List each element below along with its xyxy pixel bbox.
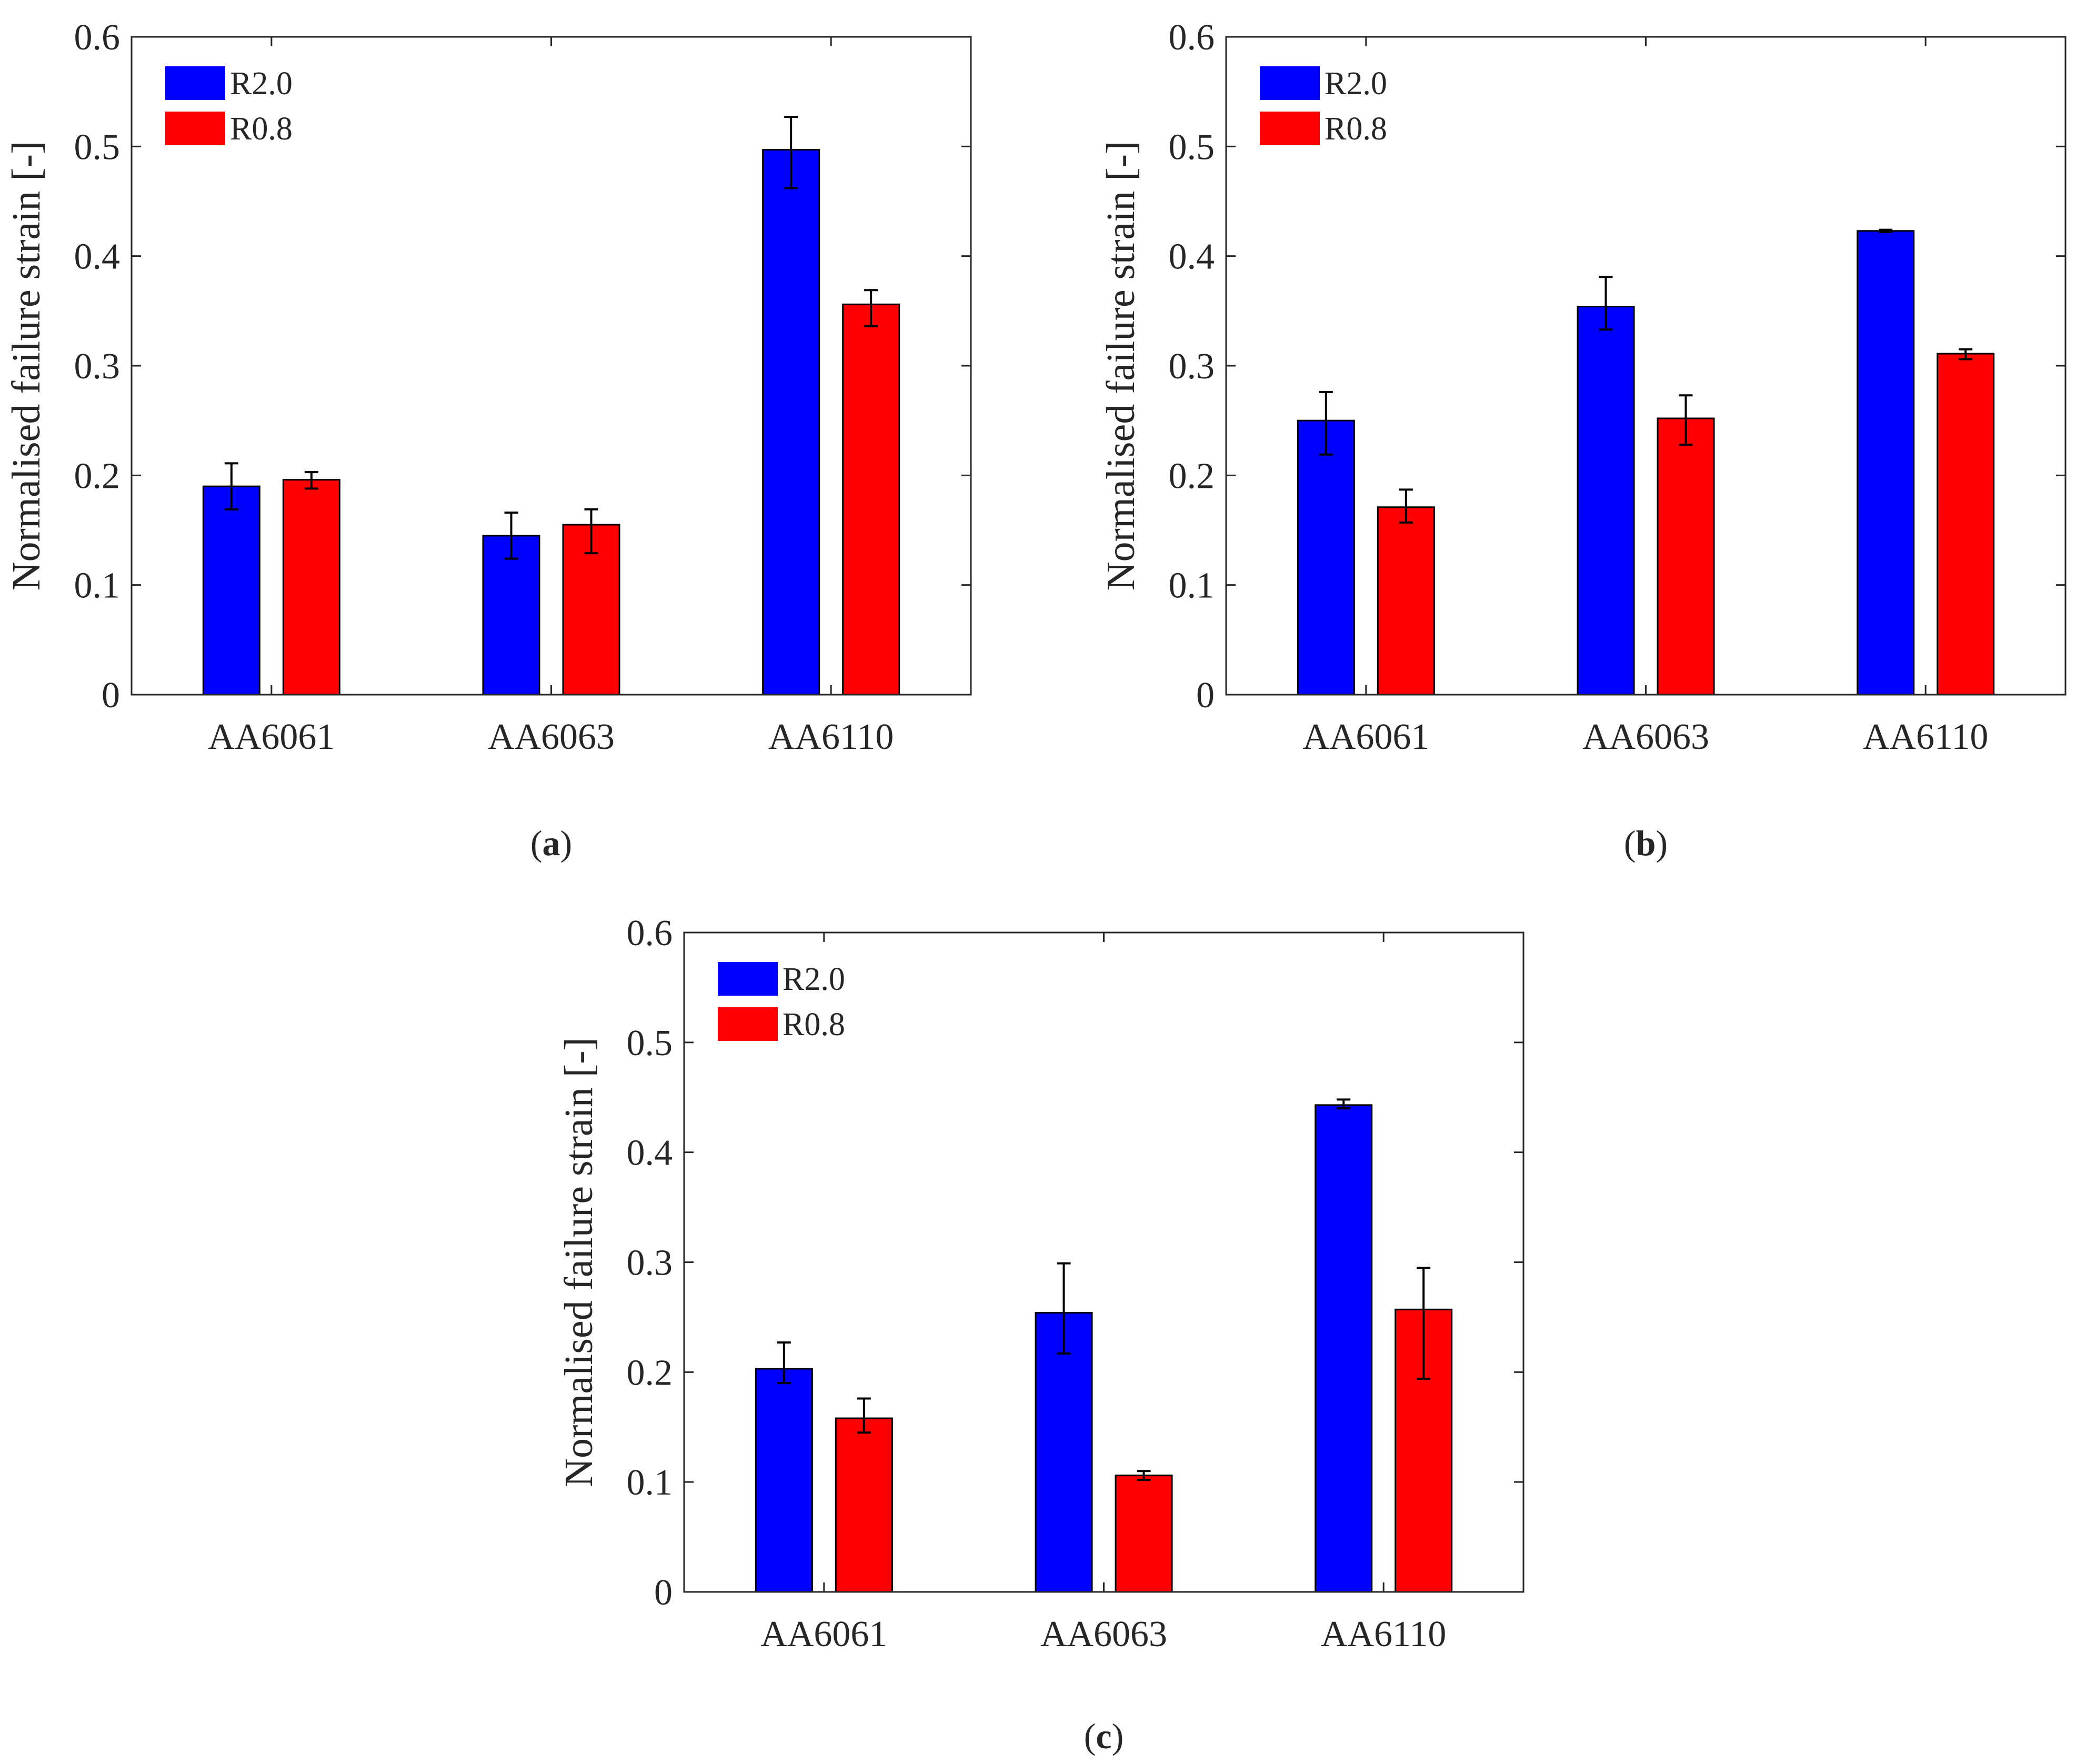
bar-R08-AA6110: [1937, 353, 1995, 696]
bar-R20-AA6063: [1577, 306, 1635, 696]
bar-R20-AA6063: [1035, 1312, 1093, 1593]
bar-R08-AA6063: [1657, 417, 1715, 696]
error-bar-R08-AA6061: [857, 1397, 871, 1434]
y-tick-label: 0.6: [74, 17, 121, 58]
y-tick-label: 0: [654, 1572, 673, 1613]
y-tick-label: 0.6: [1169, 17, 1215, 58]
error-bar-R20-AA6063: [1599, 276, 1613, 331]
legend-swatch-R20: [165, 66, 225, 100]
y-tick-label: 0.1: [1169, 566, 1215, 606]
x-category-label: AA6110: [1321, 1614, 1447, 1655]
y-tick-label: 0.3: [627, 1243, 673, 1284]
x-category-label: AA6063: [488, 717, 615, 757]
chart-panel-a: 0 0.1 0.2 0.3 0.4 0.5 0.6 AA6061 AA6063 AA6110 Nor…: [4, 17, 972, 863]
error-bar-R20-AA6061: [1319, 391, 1333, 456]
panel-caption: (b): [1624, 823, 1668, 863]
legend: R2.0 R0.8: [718, 961, 845, 1043]
error-bar-R08-AA6063: [1137, 1470, 1151, 1481]
bar-R20-AA6061: [202, 485, 260, 696]
panel-caption: (c): [1084, 1716, 1124, 1756]
y-tick-label: 0.6: [627, 913, 673, 954]
x-category-label: AA6063: [1040, 1614, 1167, 1655]
x-category-label: AA6063: [1582, 717, 1709, 757]
error-bar-R08-AA6063: [1679, 394, 1693, 446]
bar-R20-AA6061: [755, 1368, 813, 1593]
error-bar-R08-AA6110: [864, 289, 878, 327]
bar-R20-AA6110: [1315, 1104, 1373, 1593]
bar-R20-AA6061: [1297, 419, 1355, 696]
bar-R08-AA6061: [835, 1417, 893, 1593]
legend-swatch-R20: [1260, 66, 1320, 100]
legend-label-R08: R0.8: [783, 1007, 845, 1043]
legend: R2.0 R0.8: [165, 66, 293, 147]
y-tick-label: 0.2: [627, 1352, 673, 1393]
error-bar-R08-AA6110: [1417, 1266, 1431, 1380]
y-tick-label: 0.5: [74, 127, 121, 167]
bar-R08-AA6061: [282, 479, 340, 696]
chart-panel-c: 0 0.1 0.2 0.3 0.4 0.5 0.6 AA6061 AA6063 AA6110 Nor…: [557, 913, 1525, 1756]
legend-label-R08: R0.8: [230, 111, 293, 147]
x-category-label: AA6061: [760, 1614, 887, 1655]
x-category-label: AA6061: [208, 717, 335, 757]
legend: R2.0 R0.8: [1260, 66, 1387, 147]
legend-swatch-R08: [1260, 112, 1320, 145]
y-axis-title: Normalised failure strain [-]: [1099, 141, 1143, 591]
error-bar-R20-AA6063: [1057, 1262, 1071, 1355]
bar-R08-AA6063: [1115, 1475, 1173, 1593]
bar-R20-AA6110: [1857, 230, 1915, 696]
y-tick-label: 0.1: [627, 1462, 673, 1503]
error-bar-R08-AA6061: [1399, 488, 1413, 524]
legend-swatch-R20: [718, 962, 778, 996]
error-bar-R08-AA6061: [304, 471, 318, 490]
legend-label-R08: R0.8: [1325, 111, 1387, 147]
legend-label-R20: R2.0: [783, 961, 845, 997]
error-bar-R20-AA6110: [784, 116, 798, 189]
error-bar-R20-AA6061: [224, 462, 238, 510]
y-tick-label: 0: [102, 675, 120, 716]
y-tick-label: 0.3: [74, 346, 121, 387]
x-category-label: AA6061: [1302, 717, 1429, 757]
panel-caption: (a): [530, 823, 572, 863]
bar-R08-AA6061: [1377, 506, 1435, 696]
y-tick-label: 0.5: [1169, 127, 1215, 167]
y-tick-label: 0.5: [627, 1023, 673, 1064]
y-tick-label: 0.2: [74, 456, 121, 496]
y-tick-label: 0.4: [627, 1133, 673, 1174]
error-bar-R20-AA6061: [777, 1341, 791, 1385]
x-category-label: AA6110: [1863, 717, 1989, 757]
x-category-label: AA6110: [768, 717, 894, 757]
y-axis-title: Normalised failure strain [-]: [4, 141, 48, 591]
y-tick-label: 0.4: [1169, 237, 1215, 277]
legend-swatch-R08: [165, 112, 225, 145]
y-tick-label: 0.4: [74, 237, 121, 277]
y-tick-label: 0.1: [74, 566, 121, 606]
bar-R20-AA6063: [482, 535, 540, 696]
legend-swatch-R08: [718, 1007, 778, 1041]
legend-label-R20: R2.0: [230, 66, 293, 102]
bar-R08-AA6110: [842, 303, 900, 696]
y-axis-title: Normalised failure strain [-]: [557, 1037, 601, 1487]
y-tick-label: 0.3: [1169, 346, 1215, 387]
panels-root: 0 0.1 0.2 0.3 0.4 0.5 0.6 AA6061 AA6063 AA6110 Nor…: [4, 17, 2067, 1756]
error-bar-R08-AA6063: [584, 508, 598, 555]
y-tick-label: 0.2: [1169, 456, 1215, 496]
bar-R20-AA6110: [762, 149, 820, 696]
error-bar-R20-AA6110: [1879, 228, 1893, 233]
error-bar-R08-AA6110: [1959, 348, 1973, 360]
chart-panel-b: 0 0.1 0.2 0.3 0.4 0.5 0.6 AA6061 AA6063 AA6110 Nor…: [1099, 17, 2067, 863]
legend-label-R20: R2.0: [1325, 66, 1387, 102]
y-tick-label: 0: [1196, 675, 1215, 716]
error-bar-R20-AA6110: [1337, 1098, 1351, 1110]
error-bar-R20-AA6063: [504, 512, 518, 560]
